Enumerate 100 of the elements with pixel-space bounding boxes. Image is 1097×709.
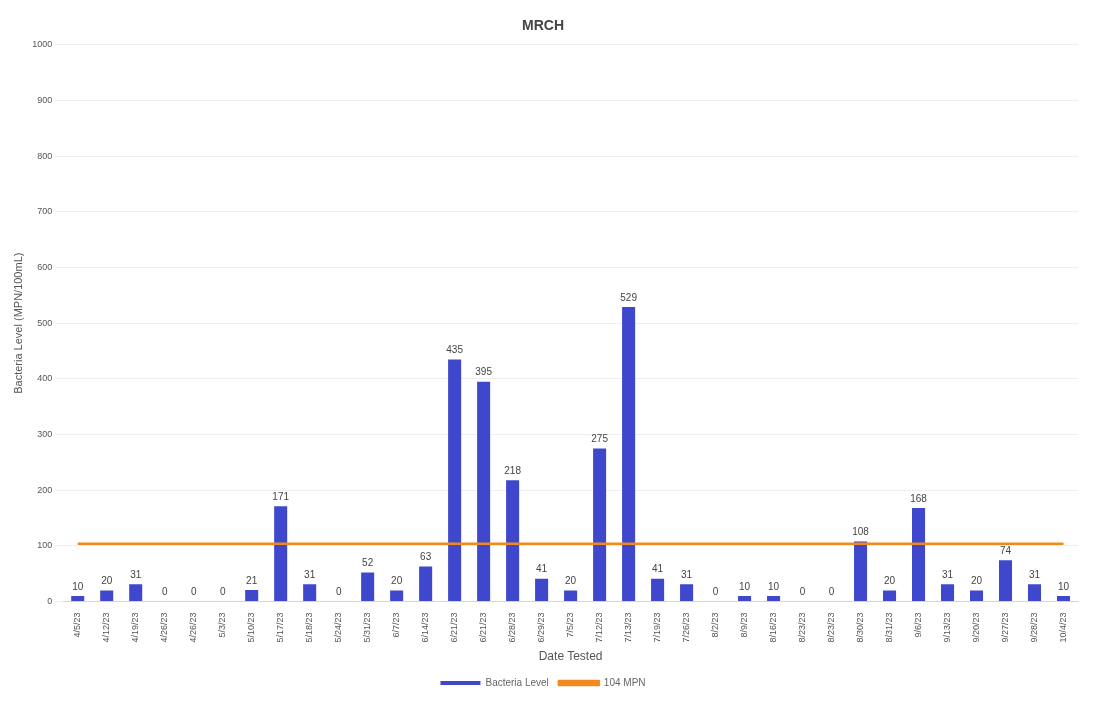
data-label: 31 <box>941 569 954 581</box>
chart-title: MRCH <box>522 17 564 34</box>
y-tick-label: 100 <box>37 540 53 551</box>
x-tick-label: 10/4/23 <box>1057 612 1068 643</box>
x-tick-label: 8/30/23 <box>855 612 866 643</box>
x-tick-label: 9/6/23 <box>913 612 924 638</box>
y-tick-label: 200 <box>37 484 53 495</box>
data-label: 0 <box>335 586 342 598</box>
bar <box>448 359 462 602</box>
x-tick-label: 5/3/23 <box>217 612 228 638</box>
x-tick-label: 9/13/23 <box>942 612 953 643</box>
data-label: 529 <box>620 291 638 303</box>
bar <box>883 590 897 602</box>
bar <box>564 590 578 602</box>
data-label: 108 <box>852 526 870 538</box>
x-tick-label: 4/12/23 <box>101 612 112 643</box>
bar <box>419 566 433 602</box>
x-tick-label: 9/20/23 <box>971 612 982 643</box>
bar <box>477 381 491 602</box>
y-axis-title: Bacteria Level (MPN/100mL) <box>11 252 24 394</box>
x-tick-label: 4/5/23 <box>72 612 83 638</box>
data-label: 41 <box>652 563 664 575</box>
data-label: 10 <box>768 580 780 592</box>
x-tick-label: 4/26/23 <box>188 612 199 643</box>
data-label: 0 <box>712 586 719 598</box>
data-label: 20 <box>391 575 403 587</box>
bar <box>767 596 781 602</box>
x-tick-label: 6/14/23 <box>420 612 431 643</box>
data-label: 20 <box>883 575 896 587</box>
bar <box>854 541 868 602</box>
x-tick-label: 6/7/23 <box>391 612 402 638</box>
bar <box>680 584 694 602</box>
data-label: 0 <box>161 586 168 598</box>
x-tick-label: 5/24/23 <box>333 612 344 643</box>
bar <box>535 578 549 602</box>
y-tick-label: 400 <box>37 373 53 384</box>
x-axis-title: Date Tested <box>538 649 603 664</box>
y-tick-label: 800 <box>37 150 53 161</box>
y-tick-label: 700 <box>37 206 53 217</box>
x-tick-label: 8/2/23 <box>710 612 721 638</box>
data-label: 31 <box>1028 569 1041 581</box>
x-tick-label: 5/17/23 <box>275 612 286 643</box>
data-label: 275 <box>591 433 609 445</box>
x-tick-label: 6/29/23 <box>536 612 547 643</box>
data-label: 74 <box>999 545 1012 557</box>
data-label: 435 <box>446 344 464 356</box>
y-tick-label: 600 <box>37 261 53 272</box>
bar <box>622 307 636 602</box>
y-tick-label: 300 <box>37 429 53 440</box>
data-label: 52 <box>362 557 374 569</box>
data-label: 168 <box>910 492 928 504</box>
data-label: 31 <box>681 569 693 581</box>
x-tick-label: 7/26/23 <box>681 612 692 643</box>
x-tick-label: 7/12/23 <box>594 612 605 643</box>
bar <box>245 589 259 602</box>
bar <box>912 508 926 602</box>
x-tick-label: 5/10/23 <box>246 612 257 643</box>
bar <box>129 584 143 602</box>
data-label: 0 <box>799 586 806 598</box>
x-tick-label: 6/28/23 <box>507 612 518 643</box>
data-label: 20 <box>970 575 983 587</box>
data-label: 31 <box>130 569 142 581</box>
bar <box>738 596 752 602</box>
data-label: 41 <box>536 563 548 575</box>
x-tick-label: 8/31/23 <box>884 612 895 643</box>
data-label: 10 <box>1057 580 1070 592</box>
bar <box>970 590 984 602</box>
y-tick-label: 900 <box>37 94 53 105</box>
y-tick-label: 500 <box>37 317 53 328</box>
data-label: 0 <box>190 586 197 598</box>
bar <box>998 560 1013 602</box>
data-label: 218 <box>504 464 522 476</box>
bar <box>274 506 288 602</box>
x-tick-label: 7/19/23 <box>652 612 663 643</box>
data-label: 20 <box>565 575 577 587</box>
x-tick-label: 8/16/23 <box>768 612 779 643</box>
x-tick-label: 4/19/23 <box>130 612 141 643</box>
data-label: 10 <box>72 580 84 592</box>
data-label: 31 <box>304 569 316 581</box>
bar <box>941 584 955 602</box>
bar <box>100 590 114 602</box>
bar <box>593 448 607 602</box>
x-tick-label: 5/18/23 <box>304 612 315 643</box>
bar <box>303 584 317 602</box>
legend-label: 104 MPN <box>603 676 646 688</box>
x-tick-label: 6/21/23 <box>449 612 460 643</box>
data-label: 63 <box>420 551 432 563</box>
bar <box>361 572 375 602</box>
y-tick-label: 1000 <box>32 39 53 50</box>
x-tick-label: 9/27/23 <box>1000 612 1010 643</box>
x-tick-label: 7/5/23 <box>565 612 576 638</box>
data-label: 20 <box>101 575 113 587</box>
data-label: 395 <box>475 366 493 378</box>
x-tick-label: 4/26/23 <box>159 612 170 643</box>
x-tick-label: 9/28/23 <box>1028 612 1039 643</box>
data-label: 21 <box>246 574 258 586</box>
x-tick-label: 8/23/23 <box>826 612 837 643</box>
y-tick-label: 0 <box>47 596 53 607</box>
x-tick-label: 8/9/23 <box>739 612 750 638</box>
bar <box>390 590 404 602</box>
